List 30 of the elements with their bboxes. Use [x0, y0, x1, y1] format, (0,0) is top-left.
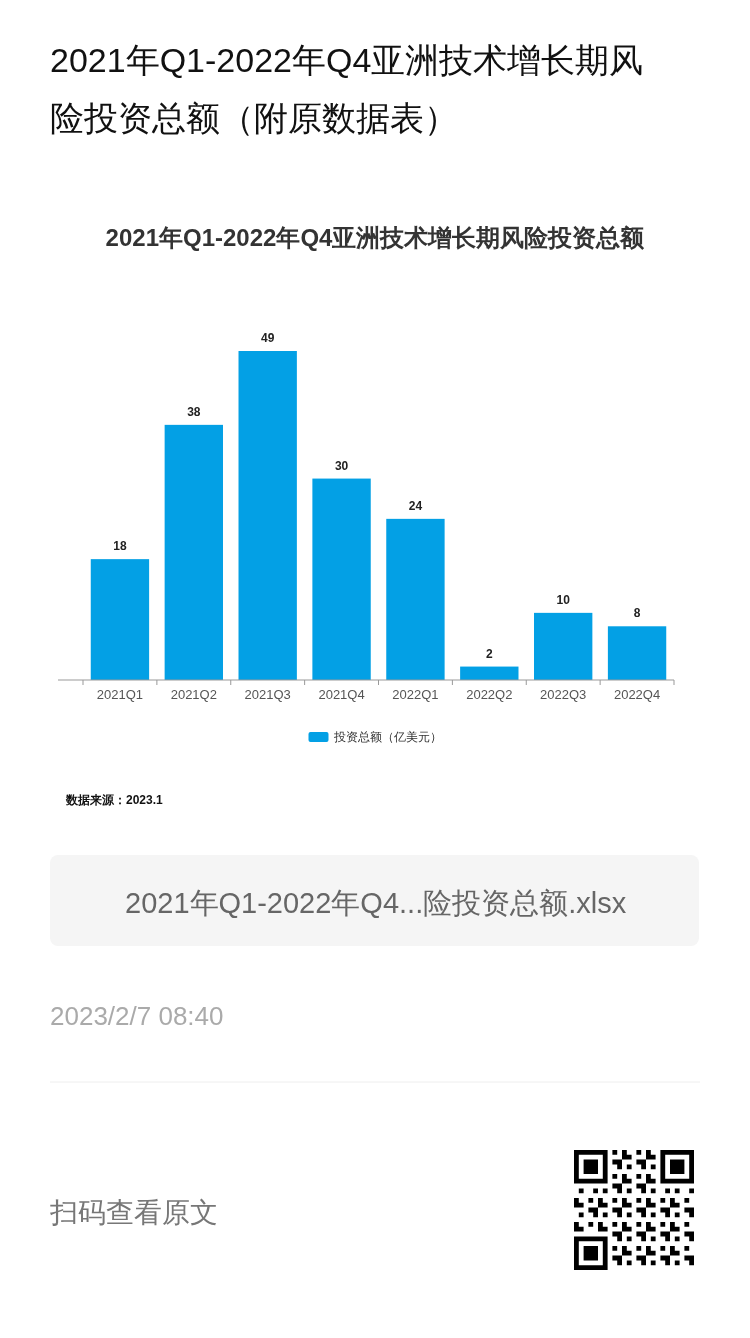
- data-label: 10: [556, 592, 571, 607]
- text: 2023/2/7 08:40: [50, 1001, 224, 1031]
- bar: [534, 612, 593, 680]
- bar: [607, 626, 667, 680]
- bar: [312, 478, 371, 680]
- text: 扫码查看原文: [49, 1196, 218, 1228]
- data-label: 30: [334, 458, 349, 473]
- x-tick-label: 2021Q1: [96, 686, 144, 702]
- bar: [386, 518, 445, 680]
- x-tick-label: 2022Q1: [392, 686, 439, 702]
- bar: [90, 559, 150, 680]
- x-tick-label: 2022Q4: [613, 686, 661, 702]
- data-label: 2: [485, 646, 493, 661]
- x-tick-label: 2021Q2: [170, 686, 217, 702]
- chart-subtitle: 2021年Q1-2022年Q4亚洲技术增长期风险投资总额: [105, 223, 646, 251]
- bar: [238, 351, 297, 680]
- data-label: 8: [633, 606, 641, 621]
- legend-label: 投资总额（亿美元）: [332, 730, 442, 744]
- data-label: 49: [261, 331, 275, 345]
- bar: [164, 424, 223, 680]
- source-note: 数据来源：2023.1: [65, 793, 164, 807]
- chart-title: 2021年Q1-2022年Q4亚洲技术增长期风险投资总额（附原数据表）: [50, 40, 645, 139]
- text: 2021年Q1-2022年Q4...险投资总额.xlsx: [125, 887, 627, 919]
- data-label: 24: [408, 498, 423, 513]
- x-tick-label: 2021Q3: [244, 686, 291, 702]
- x-tick-label: 2022Q3: [540, 686, 587, 702]
- x-tick-label: 2021Q4: [318, 686, 365, 702]
- data-label: 38: [187, 404, 201, 419]
- data-label: 18: [113, 539, 127, 554]
- x-tick-label: 2022Q2: [466, 686, 513, 702]
